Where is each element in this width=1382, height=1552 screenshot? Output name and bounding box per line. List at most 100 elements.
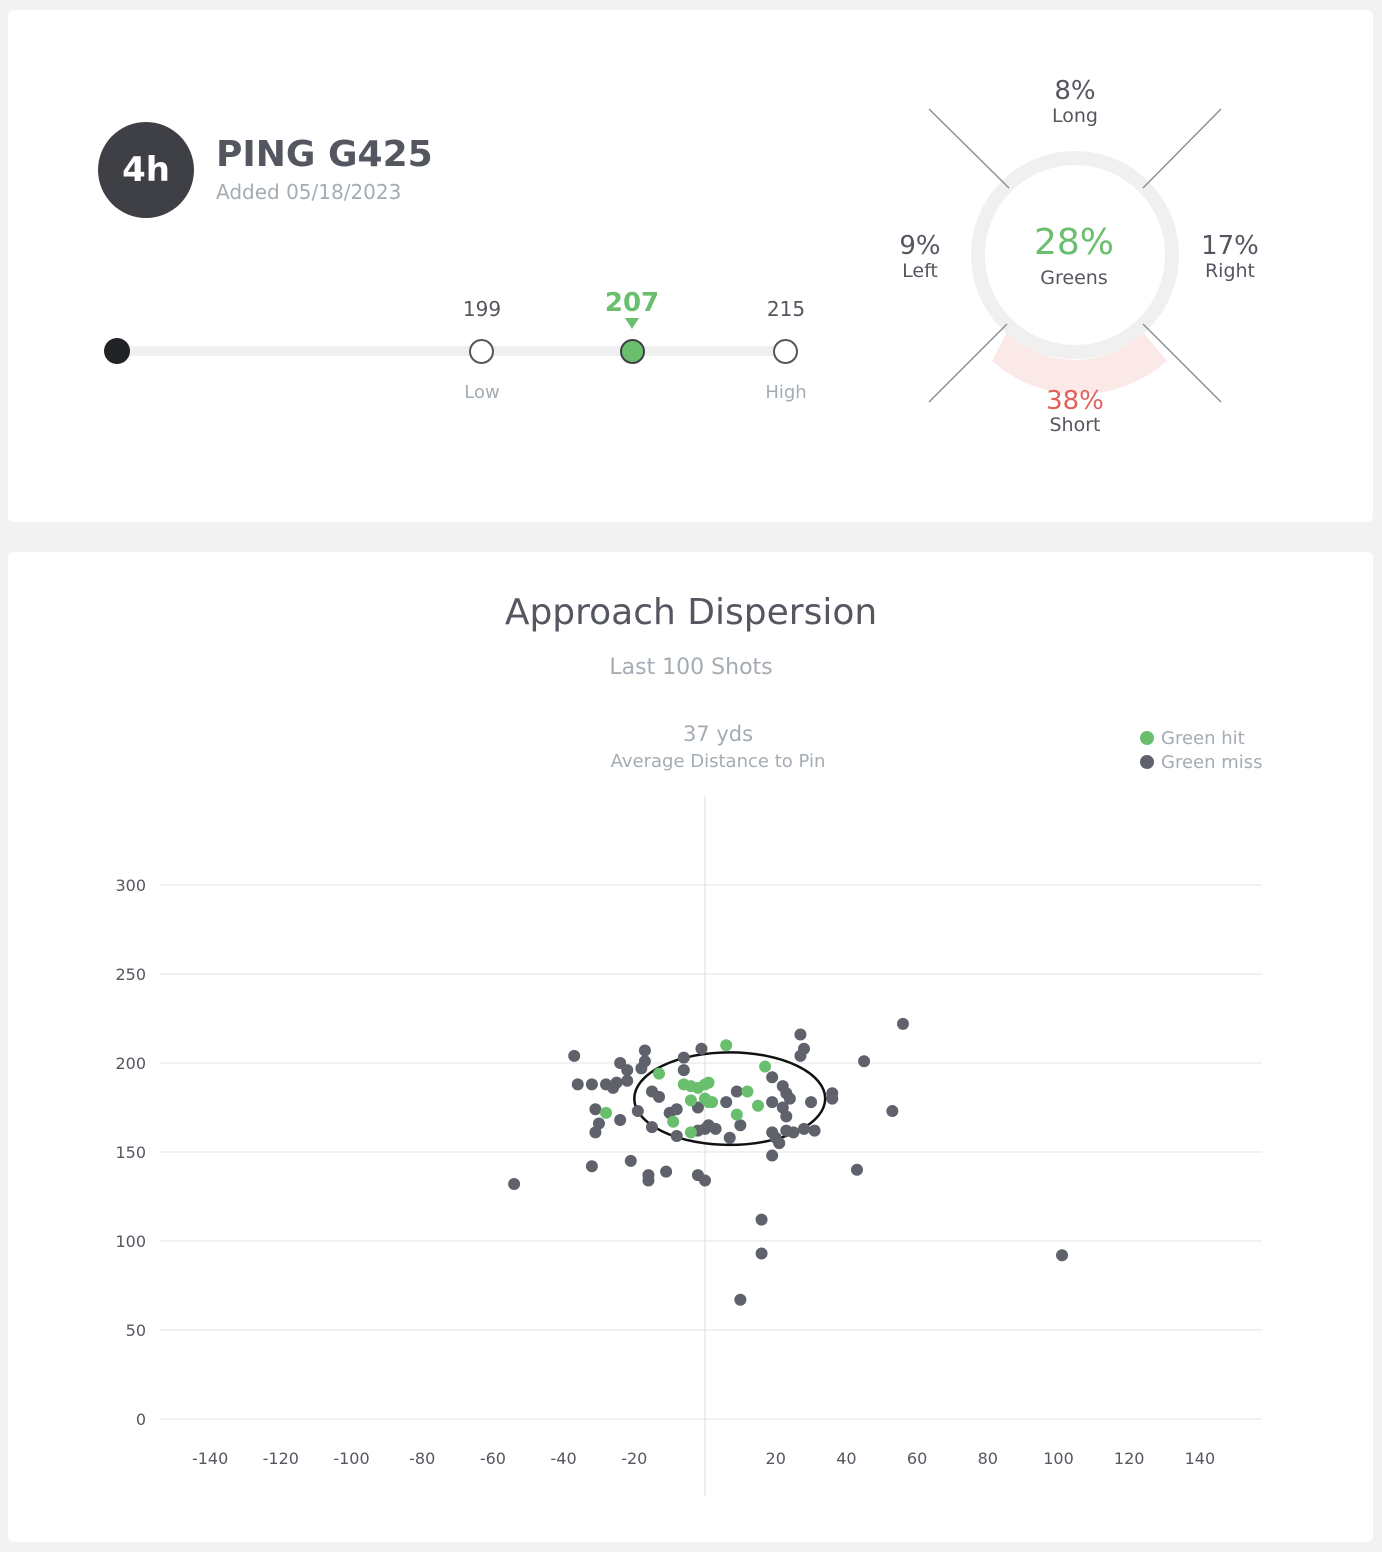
green-miss-point	[614, 1113, 627, 1126]
x-tick-label: 60	[907, 1449, 927, 1468]
x-tick-label: -80	[409, 1449, 435, 1468]
distance-average-pointer	[625, 318, 639, 329]
green-miss-point	[851, 1163, 864, 1176]
x-tick-label: -40	[551, 1449, 577, 1468]
short-miss-label: Short	[1049, 414, 1101, 436]
distance-range-start-dot	[104, 338, 130, 364]
x-tick-label: 140	[1185, 1449, 1216, 1468]
green-hit-point	[752, 1099, 765, 1112]
x-tick-label: 20	[766, 1449, 786, 1468]
long-miss-percent: 8%	[1054, 76, 1096, 106]
greens-hit-percent: 28%	[1033, 222, 1114, 263]
x-tick-label: 40	[836, 1449, 856, 1468]
average-distance-label: Average Distance to Pin	[610, 751, 826, 772]
green-miss-point	[766, 1149, 779, 1162]
green-hit-point	[684, 1094, 697, 1107]
green-miss-point	[589, 1126, 602, 1139]
x-tick-label: 120	[1114, 1449, 1145, 1468]
green-miss-point	[783, 1092, 796, 1105]
legend-label-green-miss: Green miss	[1161, 751, 1263, 773]
green-miss-point	[670, 1103, 683, 1116]
green-miss-point	[660, 1165, 673, 1178]
green-miss-point	[645, 1121, 658, 1134]
legend-swatch-green-miss	[1140, 755, 1154, 769]
green-miss-point	[734, 1293, 747, 1306]
x-tick-label: 100	[1043, 1449, 1074, 1468]
green-miss-point	[638, 1044, 651, 1057]
left-miss-label: Left	[902, 260, 938, 282]
green-miss-point	[631, 1105, 644, 1118]
green-hit-point	[759, 1060, 772, 1073]
green-hit-point	[702, 1096, 715, 1109]
legend-label-green-hit: Green hit	[1161, 727, 1245, 749]
green-hit-point	[730, 1108, 743, 1121]
green-miss-point	[797, 1122, 810, 1135]
chart-subtitle: Last 100 Shots	[609, 655, 773, 680]
green-hit-point	[720, 1039, 733, 1052]
green-miss-point	[766, 1071, 779, 1084]
club-summary-card	[8, 10, 1373, 522]
distance-low-value: 199	[462, 297, 502, 321]
long-miss-label: Long	[1052, 105, 1098, 127]
green-miss-point	[805, 1096, 818, 1109]
x-tick-label: -60	[480, 1449, 506, 1468]
distance-low-marker	[469, 339, 494, 364]
chart-legend: Green hit Green miss	[1140, 726, 1263, 774]
y-tick-label: 300	[115, 876, 146, 895]
distance-high-value: 215	[766, 297, 806, 321]
green-miss-point	[730, 1085, 743, 1098]
green-miss-point	[642, 1174, 655, 1187]
legend-item-green-hit: Green hit	[1140, 726, 1263, 750]
green-miss-point	[858, 1055, 871, 1068]
x-tick-label: -120	[263, 1449, 299, 1468]
miss-direction-diagram	[928, 108, 1222, 403]
green-miss-point	[621, 1074, 634, 1087]
green-miss-point	[797, 1042, 810, 1055]
green-miss-point	[709, 1122, 722, 1135]
green-miss-point	[1056, 1249, 1069, 1262]
divider-top-left	[928, 108, 1010, 189]
dispersion-ellipse	[633, 1051, 827, 1147]
approach-dispersion-card	[8, 552, 1373, 1542]
club-added-date: Added 05/18/2023	[216, 180, 402, 204]
club-badge: 4h	[98, 122, 194, 218]
legend-item-green-miss: Green miss	[1140, 750, 1263, 774]
green-miss-point	[755, 1247, 768, 1260]
greens-ring	[971, 151, 1179, 359]
green-hit-point	[600, 1106, 613, 1119]
average-distance-value: 37 yds	[682, 722, 754, 746]
green-hit-point	[741, 1085, 754, 1098]
green-miss-point	[568, 1049, 581, 1062]
divider-bottom-right	[1142, 323, 1222, 403]
green-miss-point	[695, 1042, 708, 1055]
right-miss-label: Right	[1204, 260, 1256, 282]
green-miss-point	[653, 1090, 666, 1103]
y-tick-label: 150	[115, 1143, 146, 1162]
green-miss-point	[614, 1057, 627, 1069]
green-miss-point	[794, 1028, 807, 1041]
x-tick-label: -20	[621, 1449, 647, 1468]
legend-swatch-green-hit	[1140, 731, 1154, 745]
chart-title: Approach Dispersion	[504, 592, 878, 633]
green-miss-point	[723, 1131, 736, 1144]
y-tick-label: 50	[126, 1321, 146, 1340]
divider-top-right	[1142, 108, 1222, 189]
green-miss-point	[720, 1096, 733, 1109]
green-miss-point	[638, 1055, 651, 1068]
green-miss-point	[808, 1124, 821, 1137]
distance-high-marker	[773, 339, 798, 364]
green-miss-point	[780, 1110, 793, 1123]
green-miss-point	[610, 1076, 623, 1089]
green-miss-point	[571, 1078, 584, 1091]
green-miss-point	[677, 1051, 690, 1064]
y-tick-label: 100	[115, 1232, 146, 1251]
y-tick-label: 0	[136, 1410, 146, 1429]
y-tick-label: 250	[115, 965, 146, 984]
green-miss-point	[508, 1178, 521, 1191]
y-tick-label: 200	[115, 1054, 146, 1073]
left-miss-percent: 9%	[899, 231, 941, 261]
x-tick-label: -140	[192, 1449, 228, 1468]
green-miss-point	[699, 1174, 711, 1187]
green-miss-point	[755, 1213, 768, 1226]
